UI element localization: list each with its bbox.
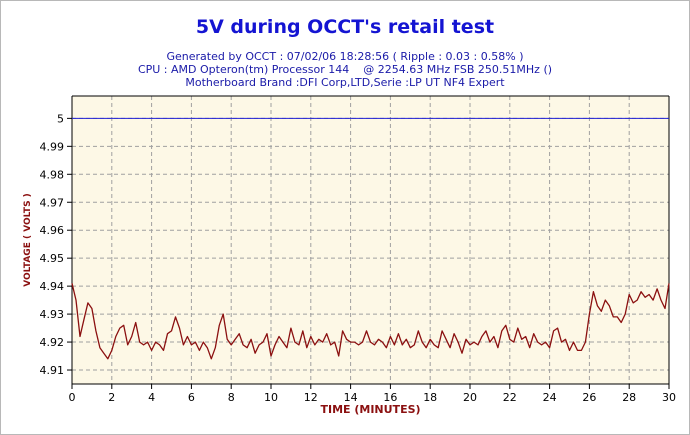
x-tick-label: 12 — [304, 391, 318, 404]
x-tick-label: 30 — [662, 391, 676, 404]
x-tick-label: 28 — [622, 391, 636, 404]
motherboard-info: Motherboard Brand :DFI Corp,LTD,Serie :L… — [185, 76, 505, 89]
y-tick-label: 4.98 — [40, 168, 65, 181]
x-tick-label: 10 — [264, 391, 278, 404]
y-tick-label: 5 — [57, 112, 64, 125]
y-tick-label: 4.92 — [40, 336, 65, 349]
y-tick-label: 4.96 — [40, 224, 65, 237]
x-tick-label: 16 — [383, 391, 397, 404]
x-tick-label: 20 — [463, 391, 477, 404]
x-tick-label: 8 — [228, 391, 235, 404]
y-axis-label: VOLTAGE ( VOLTS ) — [23, 193, 33, 287]
y-tick-label: 4.95 — [40, 252, 65, 265]
x-tick-label: 0 — [69, 391, 76, 404]
x-tick-label: 18 — [423, 391, 437, 404]
x-tick-label: 6 — [188, 391, 195, 404]
chart-title: 5V during OCCT's retail test — [195, 16, 495, 38]
x-tick-label: 2 — [108, 391, 115, 404]
y-tick-label: 4.91 — [40, 364, 65, 377]
generated-info: Generated by OCCT : 07/02/06 18:28:56 ( … — [166, 50, 524, 63]
y-tick-label: 4.94 — [40, 280, 65, 293]
plot-area — [72, 96, 669, 384]
y-tick-label: 4.99 — [40, 140, 65, 153]
cpu-info: CPU : AMD Opteron(tm) Processor 144 @ 22… — [137, 63, 553, 76]
y-tick-label: 4.93 — [40, 308, 65, 321]
y-tick-label: 4.97 — [40, 196, 65, 209]
x-tick-label: 22 — [503, 391, 517, 404]
x-tick-label: 26 — [582, 391, 596, 404]
x-tick-label: 14 — [344, 391, 358, 404]
series-line — [71, 283, 670, 360]
x-tick-label: 24 — [543, 391, 557, 404]
x-tick-label: 4 — [148, 391, 155, 404]
x-axis-label: TIME (MINUTES) — [320, 403, 420, 416]
